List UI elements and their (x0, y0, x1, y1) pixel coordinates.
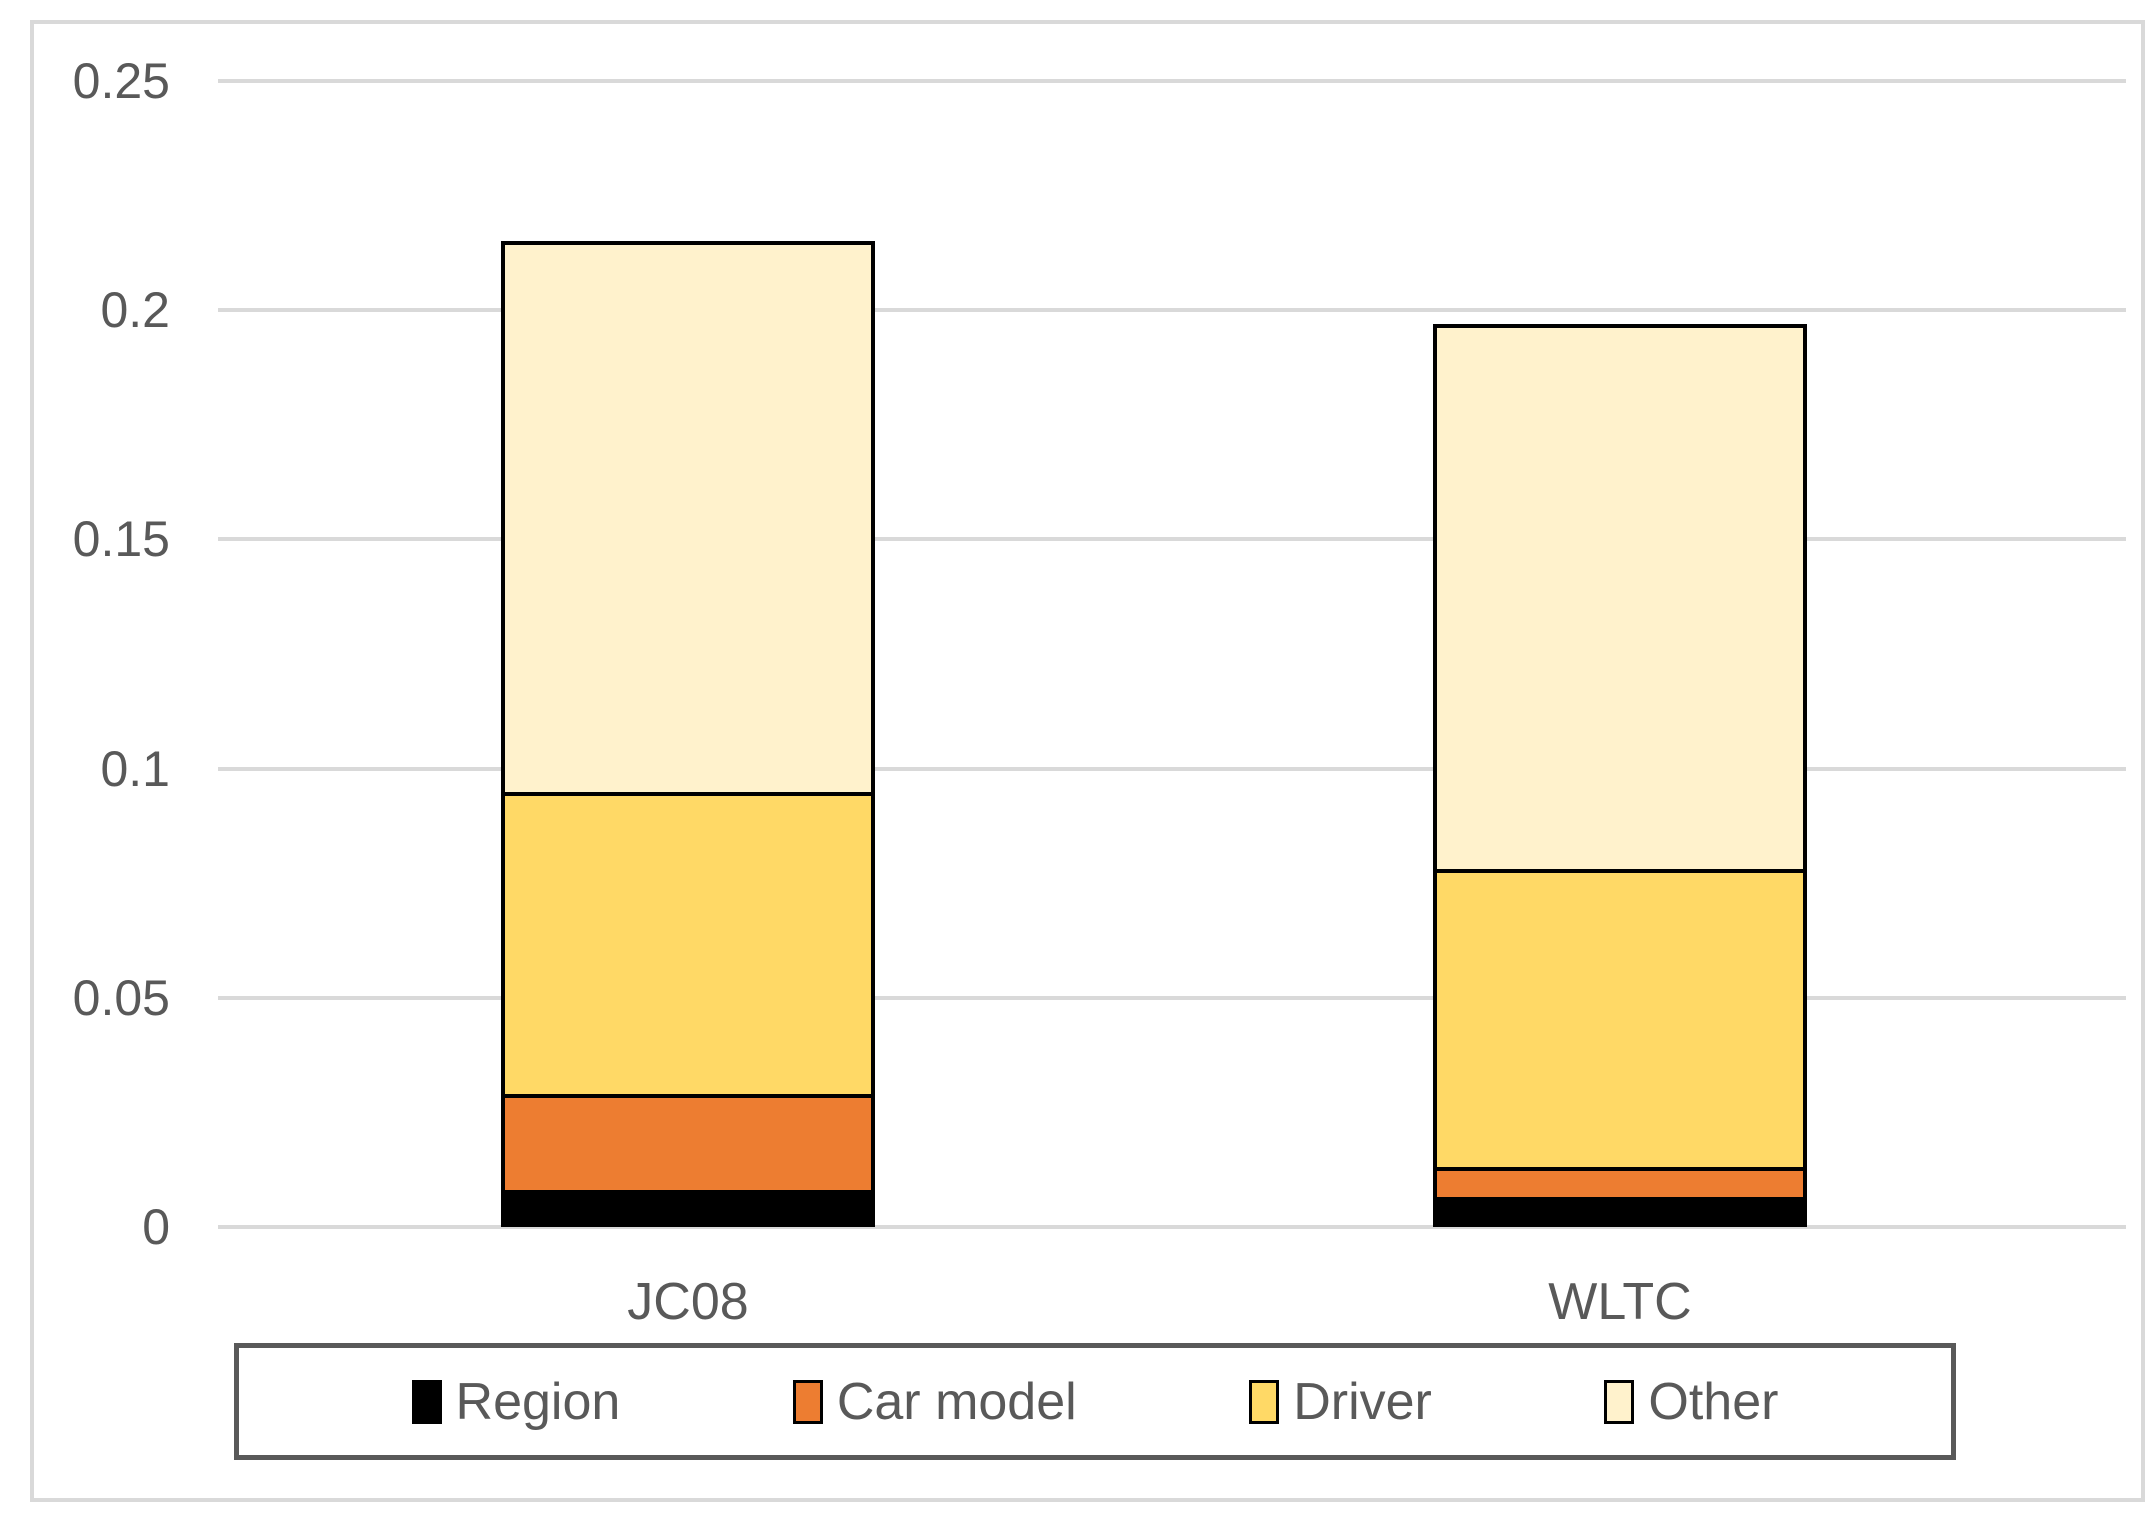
legend-item-other: Other (1604, 1374, 1778, 1430)
legend-swatch-other-icon (1604, 1379, 1635, 1424)
legend-item-label: Other (1648, 1372, 1779, 1431)
legend-swatch-region-icon (411, 1379, 442, 1424)
legend-item-driver: Driver (1249, 1374, 1432, 1430)
legend-swatch-driver-icon (1249, 1379, 1280, 1424)
y-axis-tick-label: 0.15 (72, 511, 170, 568)
legend-item-label: Driver (1293, 1372, 1432, 1431)
y-axis-tick-label: 0.1 (100, 740, 170, 797)
bar-segment-driver-wltc (1433, 869, 1807, 1168)
bar-segment-other-wltc (1433, 323, 1807, 870)
bar-segment-car-model-wltc (1433, 1167, 1807, 1198)
gridline-0.05 (218, 995, 2126, 1000)
legend-swatch-car-model-icon (792, 1379, 823, 1424)
legend-item-region: Region (411, 1372, 621, 1431)
y-axis-tick-label: 0.05 (72, 969, 170, 1026)
bar-segment-other-jc08 (501, 241, 875, 792)
x-axis-category-label-jc08: JC08 (627, 1273, 749, 1331)
legend-item-label: Car model (836, 1372, 1077, 1431)
gridline-0 (218, 1225, 2126, 1229)
gridline-0.2 (218, 308, 2126, 313)
legend-item-label: Region (455, 1372, 621, 1431)
bar-segment-region-jc08 (501, 1190, 875, 1227)
gridline-0.1 (218, 766, 2126, 771)
chart-frame (30, 20, 2145, 1502)
legend-item-car-model: Car model (792, 1372, 1077, 1431)
y-axis-tick-label: 0.2 (100, 282, 170, 339)
y-axis-tick-label: 0.25 (72, 53, 170, 109)
bar-segment-car-model-jc08 (501, 1094, 875, 1191)
y-axis-tick-label: 0 (142, 1199, 170, 1255)
legend: Region Car model Driver Other (234, 1343, 1956, 1460)
bar-segment-region-wltc (1433, 1197, 1807, 1227)
gridline-0.25 (218, 79, 2126, 83)
gridline-0.15 (218, 537, 2126, 542)
bar-segment-driver-jc08 (501, 791, 875, 1095)
x-axis-category-label-wltc: WLTC (1548, 1273, 1692, 1331)
